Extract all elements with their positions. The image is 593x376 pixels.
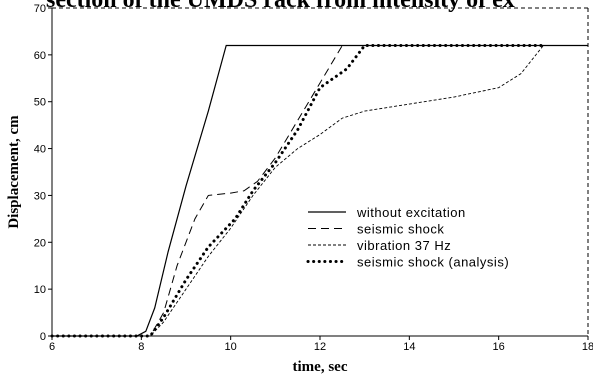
series-line bbox=[52, 44, 588, 337]
y-tick-label: 40 bbox=[34, 144, 46, 156]
x-tick-label: 16 bbox=[493, 341, 505, 353]
y-tick-label: 0 bbox=[40, 331, 46, 343]
y-tick-label: 30 bbox=[34, 190, 46, 202]
x-axis-label: time, sec bbox=[293, 359, 348, 375]
y-tick-label: 20 bbox=[34, 237, 46, 249]
x-tick-label: 6 bbox=[49, 341, 55, 353]
legend-label: vibration 37 Hz bbox=[357, 238, 451, 253]
y-tick-label: 50 bbox=[34, 97, 46, 109]
legend-label: seismic shock (analysis) bbox=[357, 255, 509, 270]
y-tick-label: 60 bbox=[34, 50, 46, 62]
x-tick-label: 8 bbox=[138, 341, 144, 353]
series-line bbox=[52, 44, 588, 337]
series-line bbox=[52, 45, 588, 337]
x-tick-label: 14 bbox=[403, 341, 415, 353]
x-tick-label: 12 bbox=[314, 341, 326, 353]
legend-label: seismic shock bbox=[357, 222, 444, 237]
y-tick-label: 70 bbox=[34, 3, 46, 15]
chart-title: section of the UMDS rack from intensity … bbox=[46, 0, 515, 13]
x-tick-label: 10 bbox=[225, 341, 237, 353]
series-line bbox=[50, 43, 545, 338]
x-tick-label: 18 bbox=[582, 341, 593, 353]
legend-label: without excitation bbox=[356, 205, 466, 220]
y-tick-label: 10 bbox=[34, 284, 46, 296]
y-axis-label: Displacement, cm bbox=[6, 115, 22, 229]
